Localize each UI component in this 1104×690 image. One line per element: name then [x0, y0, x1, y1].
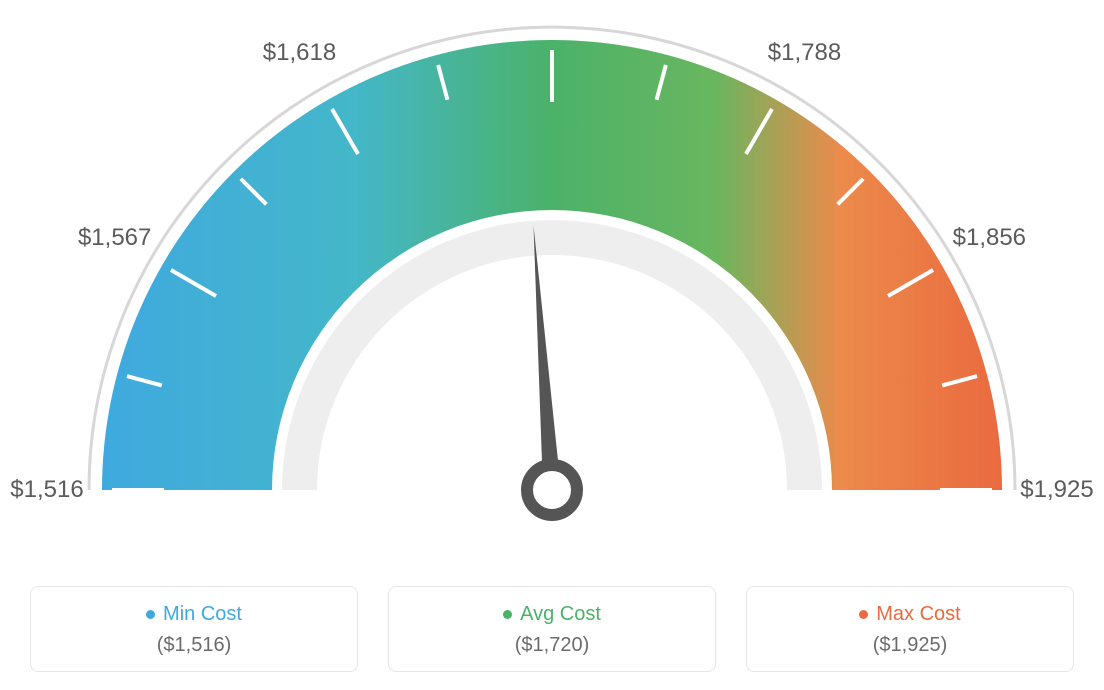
legend-label: Min Cost: [163, 603, 242, 626]
legend-row: Min Cost ($1,516) Avg Cost ($1,720) Max Cost…: [0, 586, 1104, 672]
legend-label: Max Cost: [876, 603, 960, 626]
legend-head: Min Cost: [31, 603, 357, 626]
cost-gauge: $1,516$1,567$1,618$1,720$1,788$1,856$1,9…: [0, 0, 1104, 540]
legend-head: Avg Cost: [389, 603, 715, 626]
gauge-tick-label: $1,925: [1020, 476, 1093, 504]
gauge-svg: [0, 0, 1104, 540]
gauge-tick-label: $1,856: [953, 224, 1026, 252]
gauge-tick-label: $1,567: [78, 224, 151, 252]
legend-card-max: Max Cost ($1,925): [746, 586, 1074, 672]
legend-card-min: Min Cost ($1,516): [30, 586, 358, 672]
legend-dot-icon: [503, 610, 512, 619]
legend-dot-icon: [146, 610, 155, 619]
legend-value: ($1,516): [31, 634, 357, 657]
gauge-tick-label: $1,516: [10, 476, 83, 504]
gauge-tick-label: $1,788: [768, 39, 841, 67]
legend-value: ($1,925): [747, 634, 1073, 657]
gauge-tick-label: $1,618: [263, 39, 336, 67]
legend-head: Max Cost: [747, 603, 1073, 626]
legend-value: ($1,720): [389, 634, 715, 657]
legend-card-avg: Avg Cost ($1,720): [388, 586, 716, 672]
legend-label: Avg Cost: [520, 603, 601, 626]
legend-dot-icon: [859, 610, 868, 619]
